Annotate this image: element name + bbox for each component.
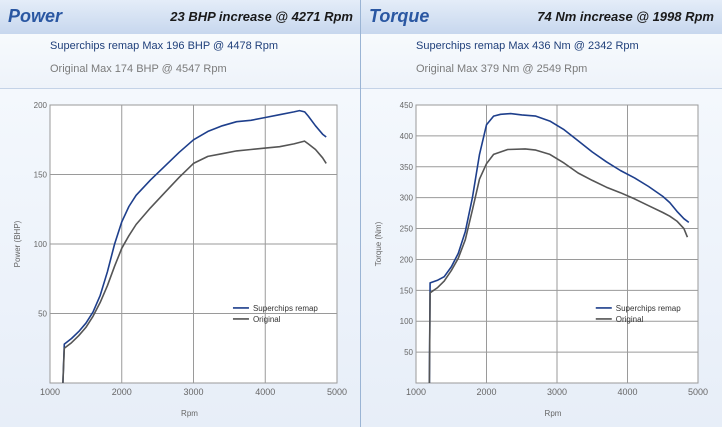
torque-panel: Torque 74 Nm increase @ 1998 Rpm Superch… — [361, 0, 722, 427]
power-x-axis-label: Rpm — [181, 409, 198, 418]
power-y-tick-label: 50 — [38, 310, 47, 319]
torque-series-original-line — [428, 148, 689, 384]
power-remap-max: Superchips remap Max 196 BHP @ 4478 Rpm — [50, 40, 279, 52]
torque-y-tick-label: 250 — [400, 225, 414, 234]
power-y-tick-label: 150 — [34, 171, 48, 180]
torque-x-axis-label: Rpm — [545, 409, 562, 418]
torque-y-tick-label: 100 — [400, 317, 414, 326]
power-info: Superchips remap Max 196 BHP @ 4478 Rpm … — [0, 34, 361, 89]
power-y-axis-label: Power (BHP) — [13, 220, 22, 267]
power-panel: Power 23 BHP increase @ 4271 Rpm Superch… — [0, 0, 361, 427]
torque-legend-label: Original — [616, 315, 644, 324]
torque-y-tick-label: 300 — [400, 194, 414, 203]
torque-legend-label: Superchips remap — [616, 304, 681, 313]
torque-y-tick-label: 50 — [404, 348, 413, 357]
power-increase-text: 23 BHP increase @ 4271 Rpm — [170, 9, 353, 24]
torque-x-tick-label: 1000 — [406, 387, 426, 397]
torque-y-tick-label: 200 — [400, 255, 414, 264]
power-x-tick-label: 1000 — [40, 387, 60, 397]
torque-y-axis-label: Torque (Nm) — [374, 221, 383, 266]
torque-header: Torque 74 Nm increase @ 1998 Rpm — [361, 0, 722, 35]
power-x-tick-label: 5000 — [327, 387, 347, 397]
power-legend-label: Superchips remap — [253, 304, 318, 313]
power-original-max: Original Max 174 BHP @ 4547 Rpm — [50, 63, 227, 75]
power-series-remap-line — [62, 109, 327, 384]
torque-title: Torque — [369, 6, 430, 26]
torque-x-tick-label: 4000 — [617, 387, 637, 397]
torque-x-tick-label: 2000 — [476, 387, 496, 397]
panel-divider — [360, 0, 361, 427]
power-x-tick-label: 4000 — [255, 387, 275, 397]
power-y-tick-label: 100 — [34, 240, 48, 249]
torque-y-tick-label: 350 — [400, 163, 414, 172]
torque-y-tick-label: 150 — [400, 286, 414, 295]
power-x-tick-label: 3000 — [183, 387, 203, 397]
torque-y-tick-label: 450 — [400, 101, 414, 110]
torque-info: Superchips remap Max 436 Nm @ 2342 Rpm O… — [361, 34, 722, 89]
power-header: Power 23 BHP increase @ 4271 Rpm — [0, 0, 361, 35]
power-series-original-line — [62, 140, 327, 384]
torque-x-tick-label: 5000 — [688, 387, 708, 397]
torque-series-remap-line — [428, 112, 690, 384]
torque-increase-text: 74 Nm increase @ 1998 Rpm — [537, 9, 714, 24]
power-x-tick-label: 2000 — [112, 387, 132, 397]
torque-chart: 1000 2000 3000 4000 5000 50 100 150 200 250 300 350… — [374, 101, 708, 418]
power-legend-label: Original — [253, 315, 281, 324]
power-chart: 1000 2000 3000 4000 5000 50 100 150 200 Rpm Power … — [13, 101, 347, 418]
torque-original-max: Original Max 379 Nm @ 2549 Rpm — [416, 63, 588, 75]
torque-remap-max: Superchips remap Max 436 Nm @ 2342 Rpm — [416, 40, 639, 52]
torque-x-tick-label: 3000 — [547, 387, 567, 397]
power-title: Power — [8, 6, 63, 26]
torque-y-tick-label: 400 — [400, 132, 414, 141]
power-y-tick-label: 200 — [34, 101, 48, 110]
